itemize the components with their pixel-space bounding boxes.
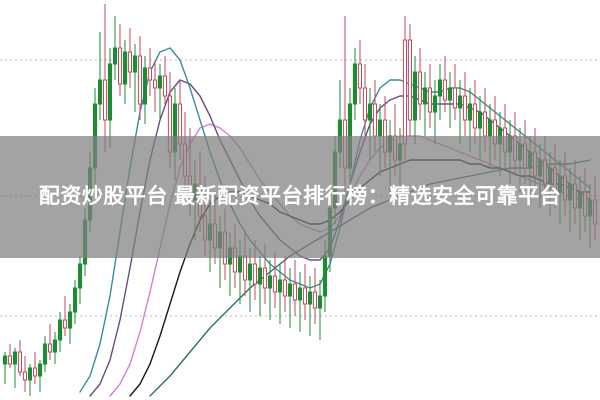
candle-body <box>43 343 48 365</box>
candle-body <box>78 263 83 289</box>
candle-body <box>462 95 467 121</box>
candle-body <box>58 319 63 341</box>
candle-body <box>287 283 292 297</box>
candle-body <box>142 67 147 105</box>
candle-body <box>377 119 382 137</box>
candle-body <box>317 295 322 309</box>
candle-body <box>7 355 12 365</box>
candle-body <box>157 75 162 89</box>
candle-body <box>113 47 118 65</box>
candle-body <box>3 355 8 365</box>
candle-body <box>132 55 137 73</box>
candle-body <box>357 63 362 89</box>
candle-body <box>482 111 487 137</box>
candle-body <box>322 255 327 297</box>
candle-body <box>412 71 417 121</box>
candle-body <box>242 255 247 281</box>
candle-body <box>312 291 317 309</box>
candle-body <box>407 39 412 121</box>
candle-body <box>458 95 463 109</box>
candle-body <box>302 287 307 305</box>
candle-body <box>118 47 123 85</box>
candle-body <box>147 67 152 81</box>
candle-body <box>432 95 437 113</box>
page-title: 配资炒股平台 最新配资平台排行榜：精选安全可靠平台 <box>38 185 562 208</box>
candle-body <box>237 255 242 273</box>
candle-body <box>362 87 367 121</box>
candle-body <box>292 283 297 301</box>
candle-body <box>487 119 492 137</box>
candle-body <box>98 79 103 105</box>
candle-body <box>427 87 432 113</box>
candle-body <box>267 275 272 289</box>
candle-body <box>33 367 38 377</box>
candle-body <box>442 79 447 101</box>
candle-body <box>417 71 422 105</box>
candle-body <box>402 39 407 145</box>
candle-body <box>452 87 457 109</box>
candle-body <box>467 103 472 121</box>
candle-body <box>127 51 132 73</box>
candle-body <box>107 63 113 121</box>
candle-body <box>297 287 302 301</box>
candle-body <box>68 311 73 329</box>
candle-body <box>52 339 58 353</box>
candle-body <box>103 79 108 121</box>
candle-body <box>153 79 158 89</box>
candle-body <box>27 367 32 381</box>
candle-body <box>252 263 257 285</box>
candle-body <box>367 103 372 121</box>
candle-body <box>437 79 442 97</box>
candle-body <box>22 371 27 381</box>
candle-body <box>73 287 78 313</box>
candle-body <box>63 319 68 329</box>
candle-body <box>477 111 482 129</box>
candle-body <box>48 343 53 353</box>
candle-body <box>247 263 252 281</box>
candle-body <box>17 351 22 373</box>
candle-body <box>282 279 287 297</box>
candle-body <box>162 75 167 97</box>
candle-body <box>123 51 128 85</box>
candle-body <box>137 55 142 105</box>
title-overlay-band: 配资炒股平台 最新配资平台排行榜：精选安全可靠平台 <box>0 136 600 258</box>
candle-body <box>12 351 17 365</box>
candle-body <box>38 363 43 377</box>
candle-body <box>352 63 357 105</box>
candle-body <box>472 103 477 129</box>
candle-body <box>262 267 267 289</box>
candle-body <box>372 103 377 137</box>
candle-body <box>447 87 452 101</box>
candle-body <box>308 291 313 305</box>
candle-body <box>277 279 282 293</box>
candle-body <box>257 267 262 285</box>
candle-body <box>422 87 427 105</box>
candle-body <box>272 275 277 293</box>
